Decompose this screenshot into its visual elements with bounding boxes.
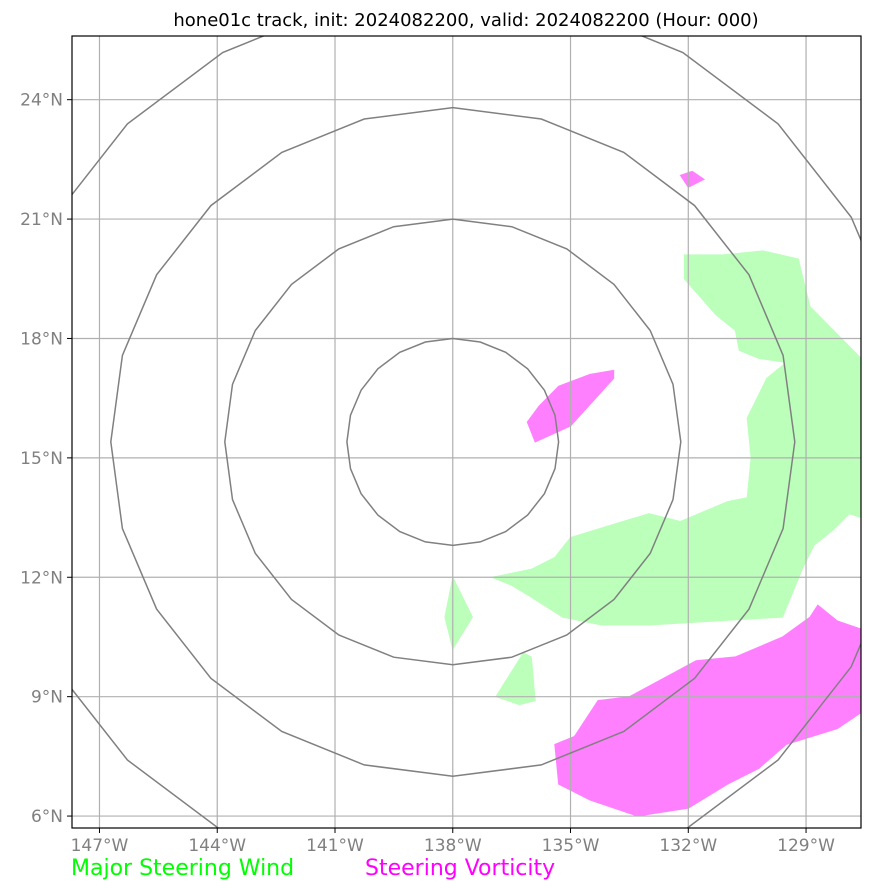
tick-label-lon: 129°W (777, 836, 835, 856)
legend-steering-vorticity: Steering Vorticity (365, 856, 555, 881)
tick-label-lon: 141°W (306, 836, 364, 856)
tick-label-lon: 138°W (424, 836, 482, 856)
tick-label-lon: 144°W (188, 836, 246, 856)
tick-label-lat: 15°N (20, 449, 63, 469)
map-title: hone01c track, init: 2024082200, valid: … (173, 10, 758, 31)
plot-frame (71, 35, 862, 829)
range-ring-2 (224, 218, 682, 666)
steering-vorticity-region-2 (679, 170, 705, 188)
range-ring-1 (346, 337, 560, 547)
steering-wind-region-3 (444, 575, 473, 651)
gridlines (72, 36, 861, 828)
axis-ticks: 147°W 144°W 141°W 138°W 135°W 132°W 129°W 6°N 9°… (20, 91, 835, 856)
tick-label-lon: 132°W (659, 836, 717, 856)
tick-label-lat: 9°N (31, 688, 63, 708)
tick-label-lon: 135°W (542, 836, 600, 856)
tick-label-lat: 12°N (20, 568, 63, 588)
tick-label-lat: 21°N (20, 210, 63, 230)
tick-label-lat: 18°N (20, 329, 63, 349)
legend-steering-wind: Major Steering Wind (71, 856, 294, 881)
range-ring-3 (110, 106, 796, 778)
tick-label-lon: 147°W (71, 836, 129, 856)
tick-label-lat: 6°N (31, 807, 63, 827)
steering-vorticity-region-3 (554, 604, 861, 817)
steering-wind-region-4 (495, 652, 536, 706)
tick-label-lat: 24°N (20, 91, 63, 111)
